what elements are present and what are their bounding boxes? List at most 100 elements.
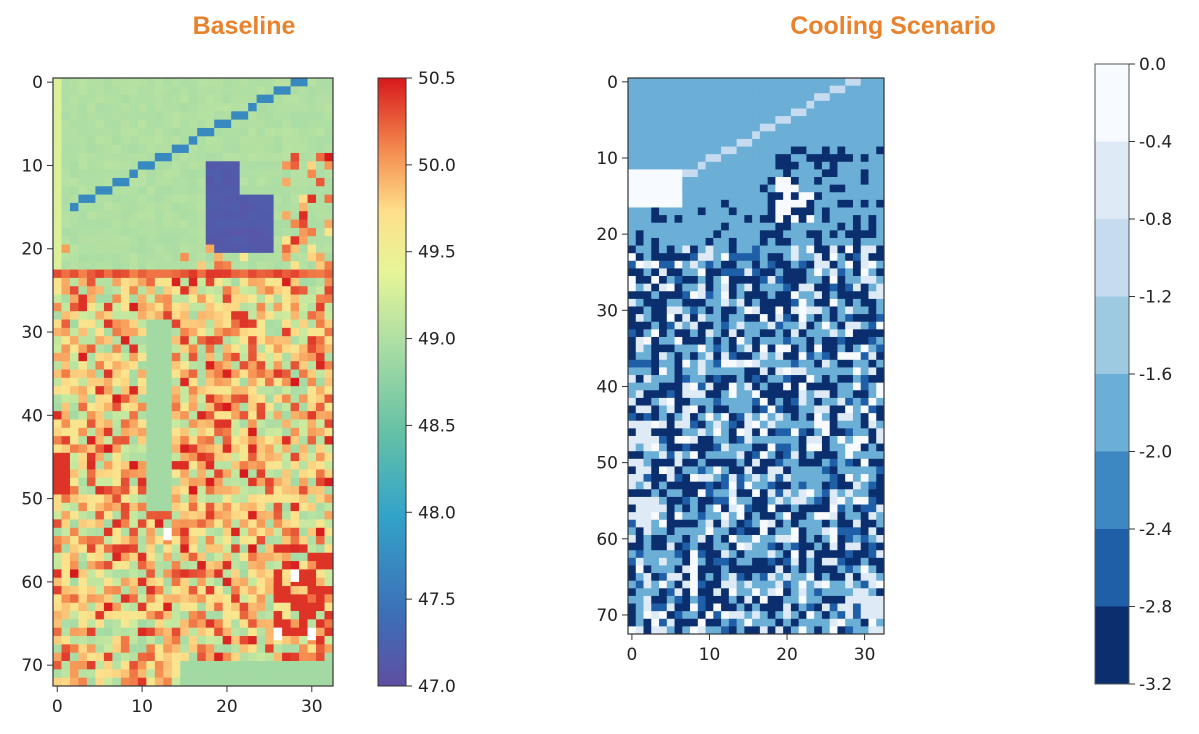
- heatmap-cell: [837, 405, 846, 414]
- heatmap-cell: [316, 194, 325, 204]
- heatmap-cell: [852, 184, 862, 193]
- heatmap-cell: [767, 100, 776, 109]
- heatmap-cell: [231, 119, 241, 129]
- heatmap-cell: [273, 269, 283, 279]
- heatmap-cell: [628, 595, 637, 604]
- heatmap-cell: [69, 536, 79, 545]
- heatmap-cell: [222, 511, 232, 520]
- heatmap-cell: [53, 652, 62, 662]
- heatmap-cell: [651, 215, 660, 224]
- heatmap-cell: [821, 108, 831, 117]
- heatmap-cell: [690, 78, 699, 87]
- heatmap-cell: [790, 435, 800, 444]
- heatmap-cell: [868, 390, 877, 399]
- heatmap-cell: [845, 161, 854, 170]
- heatmap-cell: [86, 277, 96, 287]
- heatmap-cell: [53, 194, 62, 204]
- heatmap-cell: [759, 397, 769, 406]
- heatmap-cell: [180, 502, 190, 512]
- heatmap-cell: [146, 536, 156, 545]
- heatmap-cell: [180, 436, 190, 445]
- heatmap-cell: [273, 194, 283, 204]
- heatmap-cell: [120, 336, 130, 345]
- heatmap-cell: [273, 386, 283, 395]
- heatmap-cell: [95, 177, 105, 187]
- heatmap-cell: [728, 146, 738, 155]
- heatmap-cell: [806, 291, 815, 300]
- heatmap-cell: [736, 618, 745, 627]
- heatmap-cell: [273, 311, 283, 320]
- heatmap-cell: [759, 375, 769, 384]
- heatmap-cell: [651, 184, 660, 193]
- heatmap-cell: [307, 477, 317, 487]
- heatmap-cell: [316, 502, 325, 512]
- heatmap-cell: [282, 186, 291, 195]
- heatmap-cell: [188, 636, 198, 645]
- heatmap-cell: [651, 314, 660, 323]
- heatmap-cell: [767, 85, 776, 94]
- heatmap-cell: [643, 177, 652, 186]
- heatmap-cell: [180, 252, 190, 262]
- heatmap-cell: [256, 219, 266, 229]
- heatmap-cell: [643, 611, 652, 620]
- heatmap-cell: [129, 652, 139, 662]
- heatmap-cell: [256, 352, 266, 362]
- heatmap-cell: [752, 496, 761, 505]
- heatmap-cell: [171, 602, 181, 612]
- heatmap-cell: [876, 359, 885, 368]
- heatmap-cell: [752, 603, 761, 612]
- heatmap-cell: [721, 397, 730, 406]
- heatmap-cell: [146, 502, 156, 512]
- heatmap-cell: [852, 298, 862, 307]
- heatmap-cell: [61, 561, 71, 570]
- heatmap-cell: [137, 661, 147, 670]
- heatmap-cell: [628, 245, 637, 254]
- heatmap-cell: [146, 319, 156, 329]
- heatmap-cell: [188, 469, 198, 479]
- heatmap-cell: [137, 494, 147, 504]
- heatmap-cell: [783, 268, 792, 277]
- heatmap-cell: [273, 169, 283, 179]
- heatmap-cell: [95, 311, 105, 320]
- heatmap-cell: [180, 136, 190, 146]
- heatmap-cell: [635, 481, 644, 490]
- heatmap-cell: [103, 461, 113, 470]
- heatmap-cell: [628, 123, 637, 132]
- heatmap-cell: [163, 461, 173, 470]
- heatmap-cell: [299, 78, 308, 87]
- heatmap-cell: [282, 652, 291, 662]
- heatmap-cell: [307, 427, 317, 437]
- heatmap-cell: [705, 329, 714, 338]
- heatmap-cell: [239, 661, 249, 670]
- heatmap-cell: [651, 283, 660, 292]
- heatmap-cell: [299, 477, 308, 487]
- heatmap-cell: [721, 177, 730, 186]
- heatmap-cell: [248, 119, 258, 129]
- heatmap-cell: [682, 237, 691, 246]
- heatmap-cell: [299, 436, 308, 445]
- heatmap-cell: [643, 352, 652, 361]
- heatmap-cell: [814, 298, 823, 307]
- heatmap-cell: [316, 594, 325, 604]
- heatmap-cell: [767, 611, 776, 620]
- heatmap-cell: [256, 294, 266, 304]
- heatmap-cell: [239, 244, 249, 254]
- heatmap-cell: [95, 644, 105, 654]
- heatmap-cell: [273, 294, 283, 304]
- heatmap-cell: [154, 486, 164, 495]
- heatmap-cell: [214, 352, 224, 362]
- heatmap-cell: [256, 136, 266, 146]
- heatmap-cell: [837, 603, 846, 612]
- heatmap-cell: [666, 100, 675, 109]
- heatmap-cell: [635, 397, 644, 406]
- heatmap-cell: [674, 215, 683, 224]
- heatmap-cell: [129, 552, 139, 562]
- heatmap-cell: [628, 466, 637, 475]
- heatmap-cell: [651, 177, 660, 186]
- heatmap-cell: [674, 443, 683, 452]
- heatmap-cell: [197, 286, 207, 295]
- heatmap-cell: [146, 561, 156, 570]
- heatmap-cell: [775, 435, 784, 444]
- heatmap-cell: [307, 194, 317, 204]
